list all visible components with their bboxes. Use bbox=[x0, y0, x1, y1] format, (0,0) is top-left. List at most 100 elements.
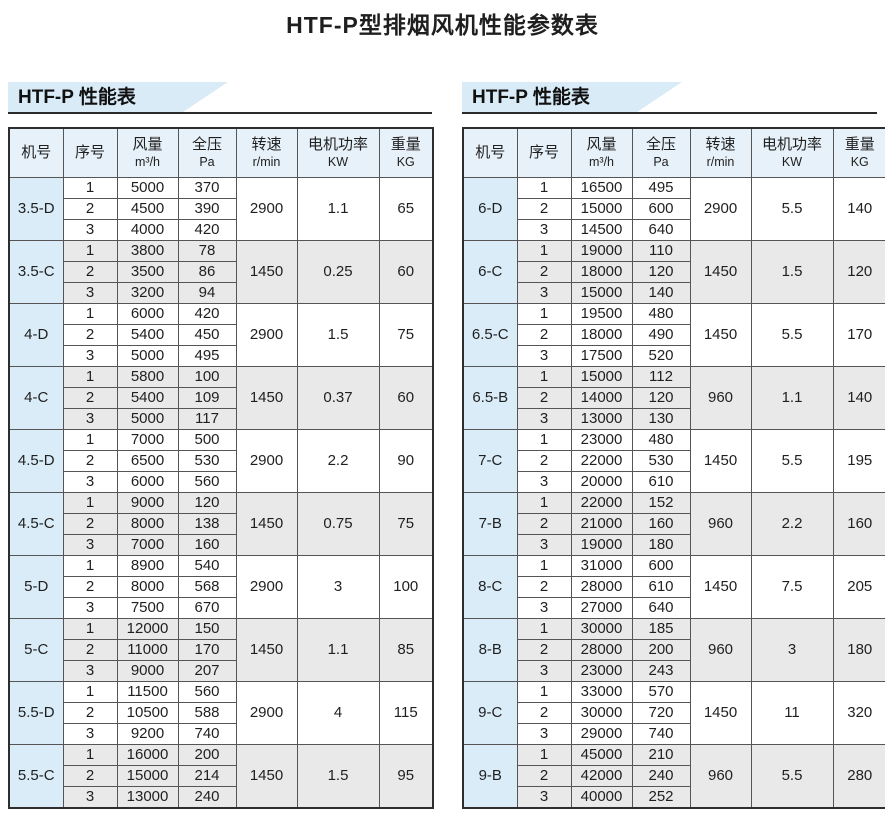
serial-cell: 2 bbox=[62, 513, 118, 535]
table-row: 3 27000 640 bbox=[463, 597, 885, 619]
weight-cell: 115 bbox=[378, 681, 434, 745]
speed-cell: 2900 bbox=[689, 177, 752, 241]
flow-cell: 8000 bbox=[116, 513, 179, 535]
table-row: 3.5-D 1 5000 370 2900 1.1 65 bbox=[8, 177, 434, 241]
pressure-cell: 530 bbox=[177, 450, 237, 472]
flow-cell: 8900 bbox=[116, 555, 179, 577]
pressure-cell: 240 bbox=[177, 786, 237, 809]
flow-cell: 5000 bbox=[116, 177, 179, 199]
pressure-cell: 740 bbox=[177, 723, 237, 745]
column-label: 转速 bbox=[705, 135, 736, 153]
flow-cell: 5800 bbox=[116, 366, 179, 388]
power-cell: 2.2 bbox=[296, 429, 380, 493]
serial-cell: 1 bbox=[62, 618, 118, 640]
serial-cell: 2 bbox=[62, 387, 118, 409]
serial-cell: 1 bbox=[62, 429, 118, 451]
serial-cell: 3 bbox=[62, 219, 118, 241]
serial-cell: 1 bbox=[516, 492, 572, 514]
serial-cell: 2 bbox=[516, 576, 572, 598]
serial-cell: 3 bbox=[516, 534, 572, 556]
pressure-cell: 120 bbox=[177, 492, 237, 514]
pressure-cell: 152 bbox=[631, 492, 691, 514]
serial-cell: 1 bbox=[62, 303, 118, 325]
column-label: 风量 bbox=[132, 135, 163, 153]
pressure-cell: 720 bbox=[631, 702, 691, 724]
speed-cell: 1450 bbox=[235, 240, 298, 304]
pressure-cell: 495 bbox=[631, 177, 691, 199]
pressure-cell: 180 bbox=[631, 534, 691, 556]
power-cell: 1.5 bbox=[750, 240, 834, 304]
serial-cell: 2 bbox=[516, 513, 572, 535]
pressure-cell: 110 bbox=[631, 240, 691, 262]
flow-cell: 15000 bbox=[116, 765, 179, 787]
pressure-cell: 243 bbox=[631, 660, 691, 682]
column-label: 机号 bbox=[21, 143, 52, 161]
speed-cell: 1450 bbox=[689, 429, 752, 493]
pressure-cell: 560 bbox=[177, 471, 237, 493]
table-row: 6.5-B 1 15000 112 960 1.1 140 bbox=[462, 366, 885, 430]
flow-cell: 12000 bbox=[116, 618, 179, 640]
serial-cell: 2 bbox=[516, 198, 572, 220]
model-cell: 4-C bbox=[8, 366, 64, 430]
flow-cell: 9000 bbox=[116, 660, 179, 682]
column-unit: KG bbox=[396, 154, 415, 169]
speed-cell: 1450 bbox=[689, 555, 752, 619]
weight-cell: 65 bbox=[378, 177, 434, 241]
flow-cell: 23000 bbox=[570, 660, 633, 682]
pressure-cell: 207 bbox=[177, 660, 237, 682]
speed-cell: 2900 bbox=[235, 303, 298, 367]
serial-cell: 3 bbox=[62, 723, 118, 745]
table-row: 3 14500 640 bbox=[463, 219, 885, 241]
table-row: 2 21000 160 bbox=[463, 513, 885, 535]
table-row: 6-D 1 16500 495 2900 5.5 140 bbox=[462, 177, 885, 241]
weight-cell: 140 bbox=[832, 177, 885, 241]
flow-cell: 4500 bbox=[116, 198, 179, 220]
pressure-cell: 120 bbox=[631, 261, 691, 283]
pressure-cell: 610 bbox=[631, 576, 691, 598]
column-label: 风量 bbox=[586, 135, 617, 153]
serial-cell: 1 bbox=[516, 618, 572, 640]
flow-cell: 13000 bbox=[116, 786, 179, 809]
serial-cell: 3 bbox=[62, 408, 118, 430]
pressure-cell: 120 bbox=[631, 387, 691, 409]
column-header-0: 机号 bbox=[8, 127, 64, 178]
model-cell: 8-C bbox=[462, 555, 518, 619]
table-row: 5.5-D 1 11500 560 2900 4 115 bbox=[8, 681, 434, 745]
column-header-1: 序号 bbox=[516, 127, 572, 178]
pressure-cell: 480 bbox=[631, 303, 691, 325]
serial-cell: 3 bbox=[516, 471, 572, 493]
flow-cell: 30000 bbox=[570, 702, 633, 724]
pressure-cell: 588 bbox=[177, 702, 237, 724]
table-row: 6-C 1 19000 110 1450 1.5 120 bbox=[462, 240, 885, 304]
flow-cell: 21000 bbox=[570, 513, 633, 535]
flow-cell: 29000 bbox=[570, 723, 633, 745]
serial-cell: 3 bbox=[516, 660, 572, 682]
serial-cell: 2 bbox=[516, 387, 572, 409]
model-cell: 3.5-C bbox=[8, 240, 64, 304]
power-cell: 1.1 bbox=[296, 177, 380, 241]
table-row: 7-B 1 22000 152 960 2.2 160 bbox=[462, 492, 885, 556]
serial-cell: 1 bbox=[62, 492, 118, 514]
serial-cell: 2 bbox=[62, 324, 118, 346]
table-row: 2 18000 120 bbox=[463, 261, 885, 283]
table-row: 2 4500 390 bbox=[9, 198, 433, 220]
column-unit: r/min bbox=[252, 154, 281, 169]
pressure-cell: 140 bbox=[631, 282, 691, 304]
column-label: 重量 bbox=[390, 135, 421, 153]
weight-cell: 75 bbox=[378, 303, 434, 367]
column-unit: m³/h bbox=[589, 154, 614, 169]
table-row: 3 17500 520 bbox=[463, 345, 885, 367]
pressure-cell: 117 bbox=[177, 408, 237, 430]
pressure-cell: 94 bbox=[177, 282, 237, 304]
serial-cell: 2 bbox=[62, 450, 118, 472]
pressure-cell: 640 bbox=[631, 597, 691, 619]
serial-cell: 2 bbox=[62, 702, 118, 724]
flow-cell: 14000 bbox=[570, 387, 633, 409]
flow-cell: 6000 bbox=[116, 303, 179, 325]
serial-cell: 3 bbox=[516, 345, 572, 367]
flow-cell: 3200 bbox=[116, 282, 179, 304]
serial-cell: 1 bbox=[516, 366, 572, 388]
table-row: 5-D 1 8900 540 2900 3 100 bbox=[8, 555, 434, 619]
model-cell: 9-C bbox=[462, 681, 518, 745]
